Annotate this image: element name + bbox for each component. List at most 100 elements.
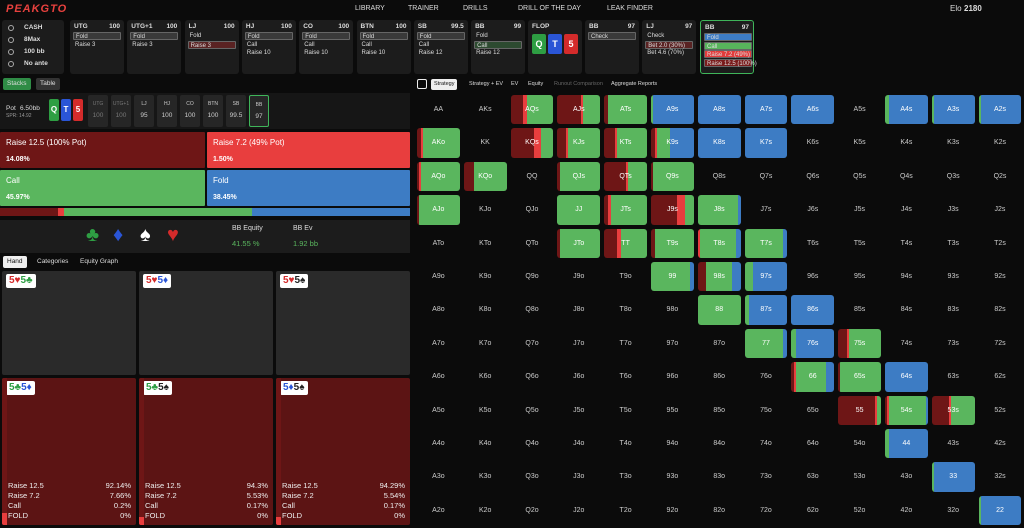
grid-tab[interactable]: Aggregate Reports <box>611 81 658 87</box>
hand-label[interactable]: 97o <box>666 339 679 347</box>
hand-label[interactable]: 52s <box>994 406 1006 414</box>
action-card[interactable]: LJ 97 Check Bet 2.0 (30%) Bet 4.6 (70%) <box>642 20 697 74</box>
hand-label[interactable]: 63s <box>947 373 959 381</box>
action[interactable]: Call <box>704 41 752 50</box>
action[interactable]: Raise 10 <box>361 50 386 56</box>
hand-label[interactable]: 73o <box>760 473 772 481</box>
hand-label[interactable]: 43o <box>900 473 913 481</box>
hand-cell[interactable]: T7s <box>744 228 788 258</box>
hand-label[interactable]: A6o <box>432 373 445 381</box>
hand-label[interactable]: 96s <box>807 273 819 280</box>
hand-label[interactable]: Q2s <box>993 172 1007 180</box>
nav-item[interactable]: DRILL OF THE DAY <box>518 5 581 12</box>
action[interactable]: Raise 12.5 (100%) <box>704 58 757 67</box>
hand-label[interactable]: T3o <box>619 473 632 481</box>
strategy-action[interactable]: Fold 38.45% <box>207 170 410 206</box>
hand-label[interactable]: A2o <box>432 506 445 514</box>
hand-label[interactable]: 82o <box>713 506 726 514</box>
hand-cell[interactable]: KQs <box>510 128 554 158</box>
hand-cell[interactable]: J8s <box>697 195 741 225</box>
hand-label[interactable]: Q6s <box>806 172 820 180</box>
hand-label[interactable]: AA <box>433 106 444 113</box>
hand-cell[interactable]: QJs <box>557 161 601 192</box>
hand-label[interactable]: 52o <box>853 506 866 514</box>
hand-cell[interactable]: 65s <box>838 362 881 392</box>
hand-cell[interactable]: 54s <box>885 395 928 425</box>
hand-label[interactable]: Q5s <box>853 172 866 180</box>
hand-label[interactable]: T9o <box>619 273 632 280</box>
hand-cell[interactable]: 87s <box>744 295 788 325</box>
hand-label[interactable]: 72o <box>760 506 772 514</box>
hand-label[interactable]: ATo <box>432 239 445 247</box>
grid-tab[interactable]: Runout Comparison <box>554 81 603 87</box>
hand-label[interactable]: J7o <box>573 339 585 347</box>
hand-cell[interactable]: 53s <box>931 395 975 425</box>
action-card[interactable]: UTG+1 100 Fold Raise 3 <box>127 20 182 74</box>
hand-label[interactable]: Q8o <box>525 306 539 314</box>
hand-cell[interactable]: A8s <box>697 95 741 125</box>
hand-label[interactable]: 74o <box>760 440 772 447</box>
hand-label[interactable]: J4o <box>573 440 585 447</box>
hand-label[interactable]: K4o <box>478 440 492 447</box>
action[interactable]: Fold <box>189 33 202 39</box>
hand-cell[interactable]: JTo <box>557 228 601 258</box>
action[interactable]: Raise 10 <box>246 50 271 56</box>
hand-label[interactable]: Q4o <box>525 440 539 447</box>
action[interactable]: Call <box>418 41 430 48</box>
action[interactable]: Check <box>647 33 665 39</box>
hand-label[interactable]: T2o <box>619 506 632 514</box>
hand-tab[interactable]: Equity Graph <box>80 258 118 265</box>
hand-cell[interactable]: A7s <box>744 95 788 125</box>
hand-cell[interactable]: 44 <box>885 429 928 459</box>
nav-item[interactable]: TRAINER <box>408 5 439 12</box>
hand-label[interactable]: QQ <box>526 172 538 180</box>
hand-label[interactable]: 87o <box>713 339 726 347</box>
hand-label[interactable]: 42o <box>900 506 913 514</box>
hand-cell[interactable]: 77 <box>744 328 788 359</box>
hand-label[interactable]: 93s <box>947 273 959 280</box>
hand-label[interactable]: T6o <box>619 373 632 381</box>
action-card[interactable]: CO 100 Fold Call Raise 10 <box>299 20 354 74</box>
hand-label[interactable]: AKs <box>478 106 492 113</box>
hand-label[interactable]: J9o <box>573 273 585 280</box>
hand-label[interactable]: K3s <box>947 139 960 147</box>
hand-label[interactable]: 92s <box>994 273 1006 280</box>
action-card[interactable]: BTN 100 Fold Call Raise 10 <box>356 20 411 74</box>
suit-filter[interactable]: ♦ <box>113 224 124 246</box>
hand-label[interactable]: 86o <box>713 373 726 381</box>
hand-label[interactable]: 62s <box>994 373 1006 381</box>
hand-label[interactable]: 53o <box>853 473 866 481</box>
hand-label[interactable]: T3s <box>947 239 960 247</box>
hand-cell[interactable]: JTs <box>604 195 647 225</box>
hand-cell[interactable]: KQo <box>463 161 507 192</box>
hand-label[interactable]: Q7s <box>759 172 773 180</box>
action[interactable]: Call <box>246 41 258 48</box>
hand-label[interactable]: T6s <box>806 239 819 247</box>
hand-label[interactable]: J6o <box>573 373 585 381</box>
hand-label[interactable]: A9o <box>432 273 445 280</box>
hand-label[interactable]: 54o <box>853 440 866 447</box>
hand-label[interactable]: A3o <box>432 473 445 481</box>
action[interactable]: Fold <box>130 32 179 40</box>
hand-cell[interactable]: 64s <box>885 362 928 392</box>
action[interactable]: Raise 7.2 (49%) <box>704 50 752 58</box>
grid-tab[interactable]: EV <box>511 81 519 87</box>
action[interactable]: Fold <box>244 32 293 40</box>
hand-label[interactable]: 32s <box>994 473 1006 481</box>
hand-label[interactable]: 82s <box>994 306 1006 314</box>
hand-cell[interactable]: 99 <box>651 262 694 292</box>
hand-label[interactable]: 85o <box>713 406 726 414</box>
action[interactable]: Bet 2.0 (30%) <box>645 40 694 49</box>
action-card[interactable]: BB 97 Fold Call Raise 7.2 (49%) Raise 12.5 (1… <box>700 20 757 74</box>
hand-cell[interactable]: 66 <box>791 362 835 392</box>
grid-tab[interactable]: Equity <box>528 81 544 87</box>
hand-label[interactable]: J5o <box>573 406 585 414</box>
hand-cell[interactable]: 97s <box>744 262 788 292</box>
hand-cell[interactable]: T8s <box>697 228 741 258</box>
hand-cell[interactable]: AKo <box>417 128 460 158</box>
strategy-action[interactable]: Raise 12.5 (100% Pot) 14.08% <box>0 132 205 168</box>
hand-cell[interactable]: K8s <box>697 128 741 158</box>
hand-label[interactable]: J4s <box>900 206 912 214</box>
action[interactable]: Raise 10 <box>304 50 328 56</box>
hand-cell[interactable]: JJ <box>557 195 601 225</box>
